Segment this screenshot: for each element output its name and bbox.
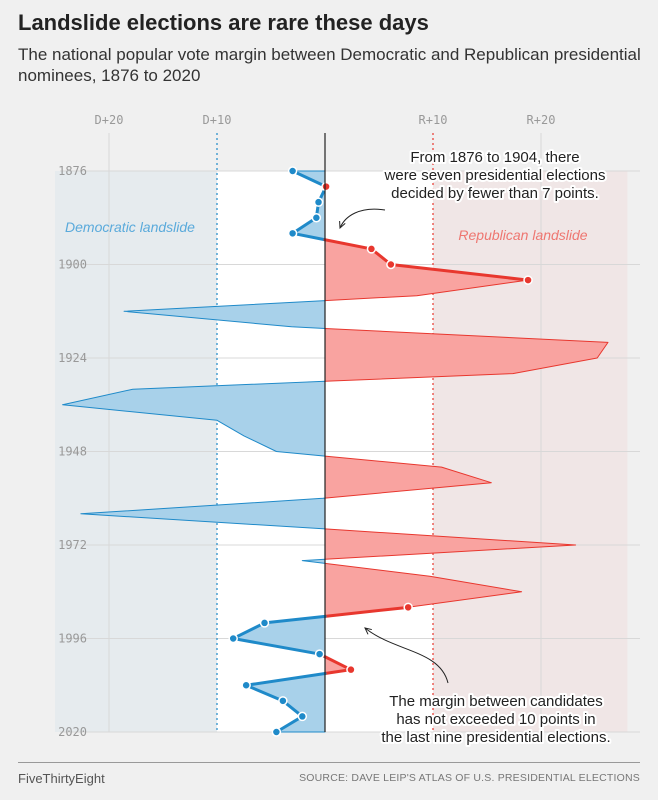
annotation-line: were seven presidential elections [384, 167, 606, 184]
data-point-2016 [297, 711, 308, 722]
x-tick-label: D+10 [203, 113, 232, 127]
chart-title: Landslide elections are rare these days [18, 10, 429, 35]
dem-margin-area [62, 380, 326, 457]
y-tick-label: 1996 [58, 632, 87, 646]
data-point-1880 [321, 181, 331, 192]
rep-line-segment [323, 605, 410, 618]
annotation-line: The margin between candidates [389, 693, 602, 710]
annotation-arrow [364, 627, 449, 684]
x-tick-label: R+20 [527, 113, 556, 127]
axis-layer: D+20 D+10 R+10 R+20 1876 1900 1924 1948 1972 1996… [58, 113, 588, 739]
data-point-1888 [311, 213, 322, 223]
rep-line-segment [389, 263, 530, 282]
annotation-line: From 1876 to 1904, there [410, 149, 579, 166]
annotation-line: decided by fewer than 7 points. [391, 185, 599, 202]
source-note: SOURCE: DAVE LEIP'S ATLAS OF U.S. PRESID… [299, 772, 640, 784]
x-tick-label: D+20 [95, 113, 124, 127]
y-tick-label: 1924 [58, 351, 87, 365]
data-point-2008 [241, 680, 251, 690]
dem-line-segment [231, 621, 267, 640]
brand-name: FiveThirtyEight [18, 771, 105, 786]
dem-line-segment [244, 672, 327, 687]
line-layer [228, 166, 533, 737]
x-tick-label: R+10 [419, 113, 448, 127]
data-point-1904 [523, 275, 533, 285]
data-point-1892 [287, 228, 298, 239]
dem-line-segment [291, 231, 327, 242]
y-tick-label: 1876 [58, 164, 87, 178]
rep-line-segment [323, 655, 353, 672]
dem-line-segment [231, 637, 322, 656]
annotation-line: has not exceeded 10 points in [396, 711, 595, 728]
data-point-1996 [228, 633, 238, 644]
dem-line-segment [263, 614, 327, 625]
annotation-line: the last nine presidential elections. [381, 729, 610, 746]
data-point-1884 [313, 197, 324, 207]
annotation-arrowhead [364, 627, 372, 635]
annotation-arrowhead [339, 220, 346, 230]
rep-zone-label: Republican landslide [458, 227, 587, 243]
dem-zone-label: Democratic landslide [65, 219, 195, 235]
data-point-2000 [314, 649, 325, 659]
annotation-arrow [339, 208, 386, 229]
dem-line-segment [274, 714, 304, 734]
y-tick-label: 2020 [58, 725, 87, 739]
y-tick-label: 1972 [58, 538, 87, 552]
data-point-1876 [287, 166, 298, 176]
rep-line-segment [323, 238, 373, 251]
data-point-1896 [366, 244, 377, 254]
data-point-2020 [271, 727, 282, 737]
dem-line-segment [244, 683, 285, 703]
chart-subtitle: The national popular vote margin between… [18, 45, 641, 85]
area-layer [62, 170, 609, 733]
y-tick-label: 1900 [58, 258, 87, 272]
y-tick-label: 1948 [58, 445, 87, 459]
data-point-1900 [386, 259, 396, 270]
data-point-2012 [278, 696, 288, 706]
footer-divider [18, 762, 640, 763]
data-point-1992 [259, 618, 270, 628]
data-point-2004 [346, 664, 356, 675]
dem-line-segment [291, 169, 327, 188]
data-point-1988 [403, 602, 413, 613]
